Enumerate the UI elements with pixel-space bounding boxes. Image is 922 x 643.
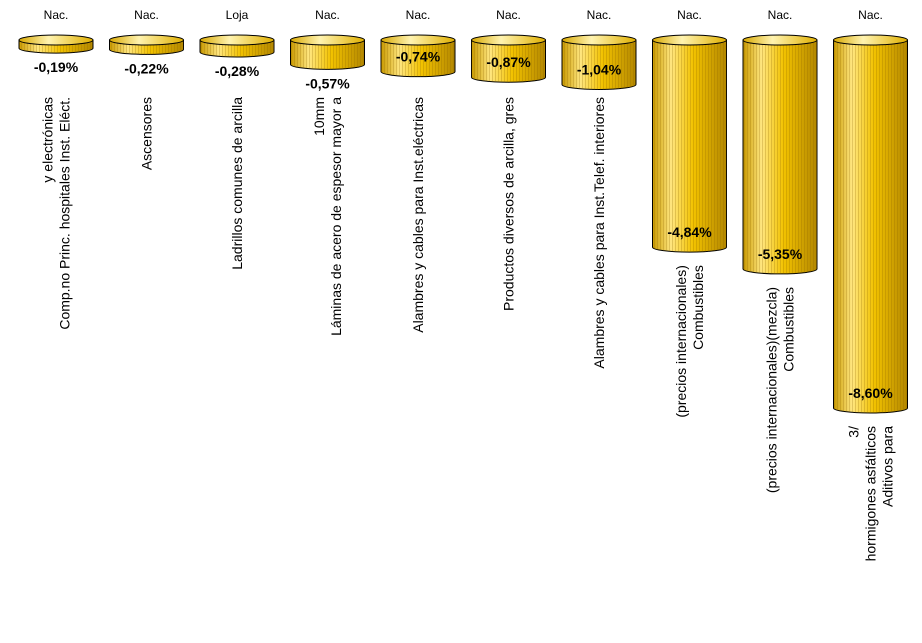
- region-label: Loja: [226, 8, 249, 22]
- bars-group: Nac. -0,19% Comp.no Princ. hospitales Inst…: [18, 8, 908, 562]
- category-label: Productos diversos de arcilla, gres: [501, 97, 517, 311]
- category-label-line: y electrónicas: [40, 97, 56, 183]
- value-label: -5,35%: [758, 246, 803, 262]
- region-label: Nac.: [587, 8, 612, 22]
- bar-cap: [471, 34, 546, 46]
- value-label: -4,84%: [667, 224, 712, 240]
- category-label-line: (precios internacionales): [673, 265, 689, 418]
- category-label-line: Comp.no Princ. hospitales Inst. Eléct.: [57, 97, 73, 330]
- bar-cap: [742, 34, 818, 46]
- value-label: -0,87%: [486, 54, 531, 70]
- bar-cap: [290, 34, 365, 46]
- bar-1: Nac. -0,19% Comp.no Princ. hospitales Inst…: [18, 8, 94, 330]
- category-label-line: Ladrillos comunes de arcilla: [229, 97, 245, 270]
- region-label: Nac.: [677, 8, 702, 22]
- bar-7: Nac. -1,04% Alambres y cables para Inst.Te…: [561, 8, 637, 369]
- bar-texture: [652, 40, 727, 253]
- region-label: Nac.: [315, 8, 340, 22]
- bar-4: Nac. -0,57% Láminas de acero de espesor ma…: [290, 8, 365, 336]
- category-label-line: Alambres y cables para Inst.eléctricas: [410, 97, 426, 333]
- category-label: Combustibles(precios internacionales)(me…: [764, 287, 797, 493]
- bar-texture: [562, 40, 636, 90]
- region-label: Nac.: [858, 8, 883, 22]
- region-label: Nac.: [496, 8, 521, 22]
- region-label: Nac.: [44, 8, 69, 22]
- category-label-line: 3/: [846, 426, 862, 438]
- category-label-line: Ascensores: [139, 97, 155, 170]
- bar-cap: [380, 34, 456, 46]
- bar-texture: [833, 40, 908, 413]
- bar-cap: [561, 34, 637, 46]
- value-label: -0,57%: [305, 75, 350, 91]
- category-label: Alambres y cables para Inst.eléctricas: [410, 97, 426, 333]
- bar-8: Nac. -4,84% Combustibles(precios internaci…: [652, 8, 727, 418]
- category-label-line: Combustibles: [781, 287, 797, 372]
- category-label: Ascensores: [139, 97, 155, 170]
- category-label-line: 10mm: [311, 97, 327, 136]
- region-label: Nac.: [134, 8, 159, 22]
- category-label: Comp.no Princ. hospitales Inst. Eléct.y …: [40, 97, 73, 330]
- category-label-line: hormigones asfálticos: [863, 426, 879, 561]
- value-label: -8,60%: [848, 385, 893, 401]
- value-label: -0,74%: [396, 49, 441, 65]
- value-label: -1,04%: [577, 62, 622, 78]
- category-label-line: Productos diversos de arcilla, gres: [501, 97, 517, 311]
- bar-cap: [109, 34, 184, 46]
- bar-texture: [471, 40, 546, 83]
- bar-9: Nac. -5,35% Combustibles(precios internaci…: [742, 8, 818, 493]
- bar-cap: [833, 34, 908, 46]
- category-label-line: Combustibles: [690, 265, 706, 350]
- category-label-line: Aditivos para: [880, 426, 896, 507]
- category-label-line: Alambres y cables para Inst.Telef. inter…: [591, 97, 607, 369]
- category-label-line: Láminas de acero de espesor mayor a: [328, 97, 344, 336]
- value-label: -0,28%: [215, 63, 260, 79]
- bar-2: Nac. -0,22% Ascensores: [109, 8, 184, 170]
- category-label: Combustibles(precios internacionales): [673, 265, 706, 418]
- bar-cap: [652, 34, 727, 46]
- bar-texture: [290, 40, 365, 70]
- bar-texture: [743, 40, 817, 274]
- bar-cap: [199, 34, 275, 46]
- bar-cap: [18, 34, 94, 46]
- bar-3: Loja -0,28% Ladrillos comunes de arcilla: [199, 8, 275, 270]
- category-label: Alambres y cables para Inst.Telef. inter…: [591, 97, 607, 369]
- category-label-line: (precios internacionales)(mezcla): [764, 287, 780, 493]
- value-label: -0,22%: [124, 60, 169, 76]
- category-label: Ladrillos comunes de arcilla: [229, 97, 245, 270]
- value-label: -0,19%: [34, 59, 79, 75]
- bar-6: Nac. -0,87% Productos diversos de arcilla,…: [471, 8, 546, 311]
- bar-texture: [381, 40, 455, 77]
- region-label: Nac.: [768, 8, 793, 22]
- region-label: Nac.: [406, 8, 431, 22]
- bar-5: Nac. -0,74% Alambres y cables para Inst.el…: [380, 8, 456, 333]
